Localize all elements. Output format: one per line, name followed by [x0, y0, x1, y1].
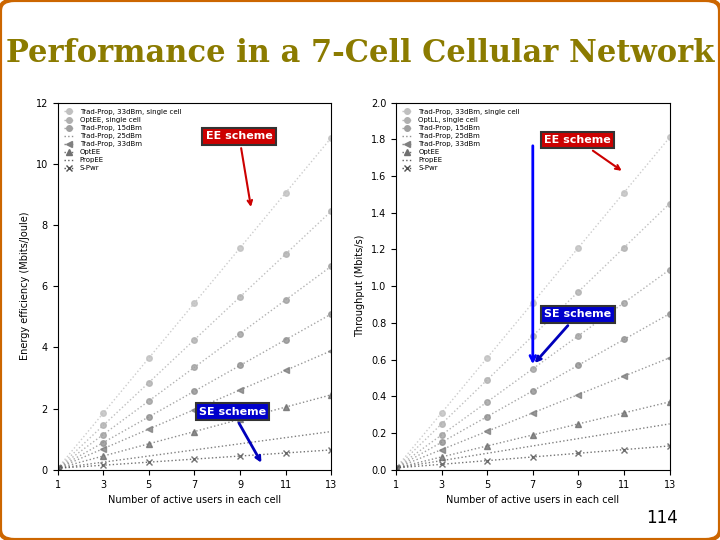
Legend: Trad-Prop, 33dBm, single cell, OptEE, single cell, Trad-Prop, 15dBm, Trad-Prop, : Trad-Prop, 33dBm, single cell, OptEE, si… [61, 106, 184, 174]
X-axis label: Number of active users in each cell: Number of active users in each cell [108, 495, 281, 505]
Text: Performance in a 7-Cell Cellular Network: Performance in a 7-Cell Cellular Network [6, 38, 714, 70]
X-axis label: Number of active users in each cell: Number of active users in each cell [446, 495, 619, 505]
Legend: Trad-Prop, 33dBm, single cell, OptLL, single cell, Trad-Prop, 15dBm, Trad-Prop, : Trad-Prop, 33dBm, single cell, OptLL, si… [400, 106, 523, 174]
Text: SE scheme: SE scheme [199, 407, 266, 460]
Text: SE scheme: SE scheme [536, 309, 611, 361]
Text: EE scheme: EE scheme [544, 135, 620, 170]
Y-axis label: Throughput (Mbits/s): Throughput (Mbits/s) [356, 235, 365, 338]
Y-axis label: Energy efficiency (Mbits/Joule): Energy efficiency (Mbits/Joule) [20, 212, 30, 361]
Text: EE scheme: EE scheme [206, 131, 273, 205]
Text: 114: 114 [647, 509, 678, 528]
